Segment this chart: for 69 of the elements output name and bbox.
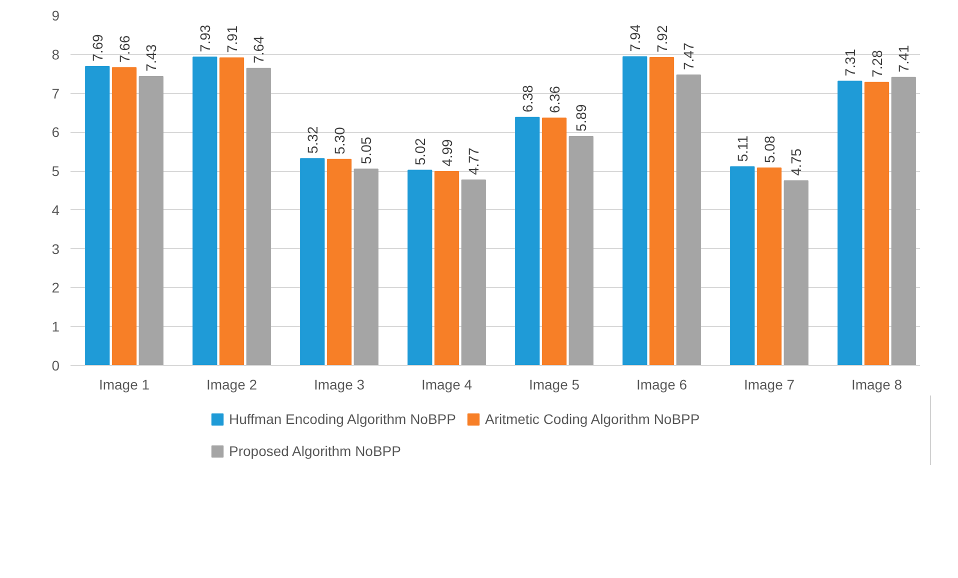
x-tick-label: Image 7: [744, 376, 795, 392]
data-label: 5.89: [573, 104, 590, 132]
bar: [408, 170, 432, 366]
data-label: 7.93: [196, 24, 213, 52]
bar: [756, 167, 782, 366]
data-label: 6.36: [546, 86, 562, 114]
data-label: 4.77: [466, 148, 482, 175]
bar: [568, 136, 594, 366]
data-label: 7.94: [626, 24, 643, 52]
data-label: 4.75: [788, 148, 804, 176]
bar: [676, 74, 701, 366]
bar: [515, 116, 540, 366]
data-label: 7.92: [654, 25, 670, 52]
y-tick-label: 2: [52, 280, 60, 296]
x-tick-label: Image 2: [206, 376, 258, 392]
bar: [246, 68, 271, 366]
bar: [138, 76, 164, 366]
data-label: 7.69: [89, 34, 106, 62]
x-tick-label: Image 3: [314, 376, 365, 392]
bar: [326, 158, 352, 366]
data-label: 7.91: [224, 25, 240, 53]
bar: [730, 166, 755, 366]
y-tick-label: 0: [52, 358, 60, 374]
y-tick-label: 6: [52, 124, 60, 140]
data-label: 5.05: [358, 136, 374, 164]
data-label: 7.43: [143, 44, 160, 72]
bar: [838, 80, 862, 366]
x-tick-label: Image 6: [636, 376, 688, 392]
data-label: 7.47: [680, 42, 697, 70]
y-tick-label: 8: [52, 46, 60, 62]
data-label: 5.02: [412, 138, 428, 166]
y-tick-label: 5: [52, 163, 60, 180]
bar: [891, 76, 916, 366]
data-label: 7.66: [116, 35, 132, 63]
data-label: 7.28: [868, 50, 885, 78]
bar: [434, 170, 460, 366]
legend-label: Proposed Algorithm NoBPP: [229, 443, 401, 459]
x-tick-label: Image 4: [421, 376, 472, 392]
bar: [784, 180, 808, 366]
x-tick-label: Image 1: [98, 376, 150, 392]
y-tick-label: 4: [52, 202, 60, 218]
data-label: 5.32: [304, 126, 320, 154]
bar: [649, 57, 674, 366]
data-label: 7.64: [250, 36, 267, 64]
y-tick-label: 1: [52, 318, 60, 335]
y-tick-label: 7: [52, 85, 60, 102]
x-tick-label: Image 8: [851, 376, 902, 392]
bar: [219, 57, 244, 366]
bar: [622, 56, 648, 366]
bar: [354, 168, 378, 366]
data-label: 6.38: [519, 84, 536, 112]
y-tick-label: 9: [52, 8, 60, 24]
bar: [864, 82, 890, 366]
bar: [192, 56, 218, 366]
data-label: 7.41: [896, 44, 912, 72]
bar: [300, 158, 325, 366]
bar: [542, 118, 567, 366]
data-label: 4.99: [438, 138, 455, 166]
data-label: 7.31: [842, 48, 858, 76]
legend-label: Huffman Encoding Algorithm NoBPP: [229, 411, 456, 427]
bar: [461, 180, 486, 366]
data-label: 5.11: [734, 135, 750, 162]
data-label: 5.30: [331, 126, 348, 154]
legend-label: Aritmetic Coding Algorithm NoBPP: [484, 411, 700, 427]
data-label: 5.08: [761, 135, 778, 163]
bar: [85, 66, 110, 366]
x-tick-label: Image 5: [528, 376, 580, 392]
y-tick-label: 3: [52, 240, 60, 257]
bar: [112, 67, 137, 366]
